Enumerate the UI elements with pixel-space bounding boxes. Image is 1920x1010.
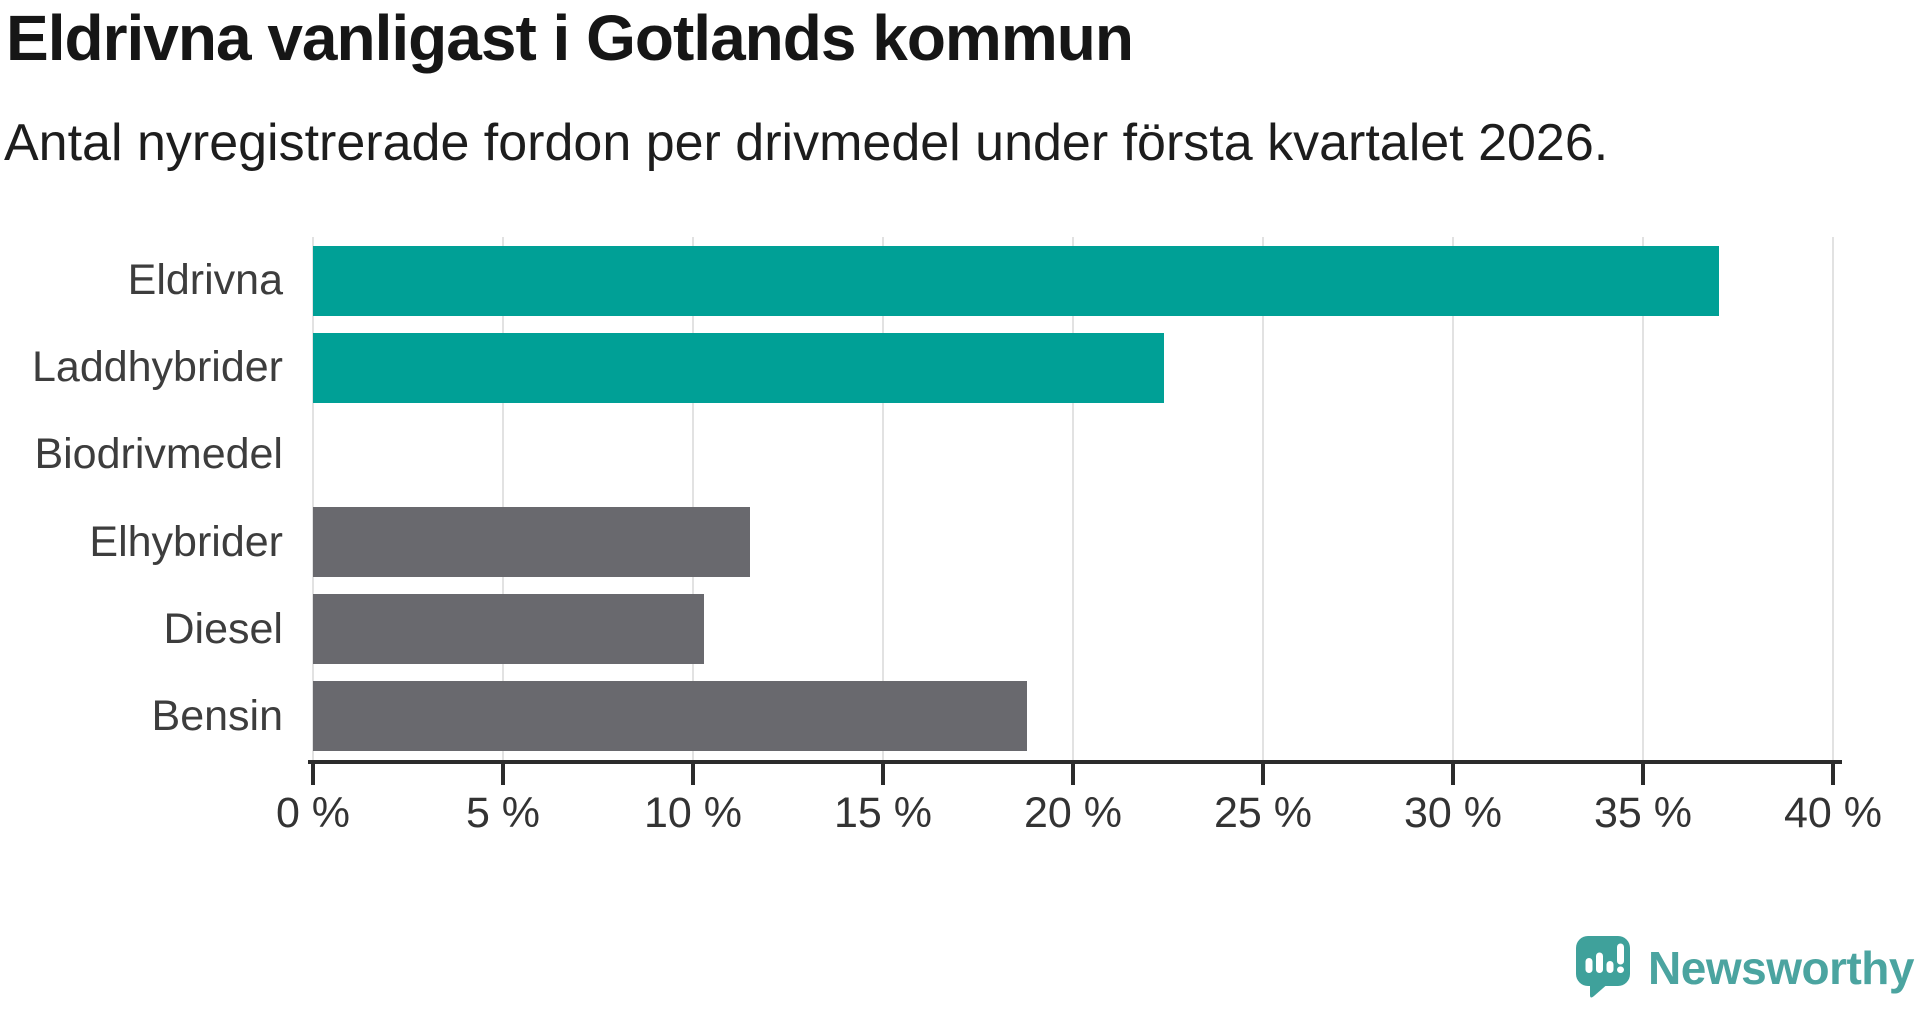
gridline (1072, 237, 1074, 760)
bar-row (313, 499, 1833, 586)
chart-title: Eldrivna vanligast i Gotlands kommun (6, 2, 1134, 74)
x-axis-ticks (311, 764, 1835, 785)
gridline (1642, 237, 1644, 760)
x-axis-tick (501, 764, 505, 785)
gridline (692, 237, 694, 760)
bar-row (313, 673, 1833, 760)
x-axis-tick-label: 30 % (1403, 789, 1503, 837)
category-label: Biodrivmedel (34, 430, 283, 479)
newsworthy-logo: Newsworthy (1576, 936, 1914, 1000)
bar-row (313, 411, 1833, 498)
x-axis-tick (881, 764, 885, 785)
category-label: Elhybrider (89, 517, 283, 566)
x-axis-tick (1641, 764, 1645, 785)
x-axis-tick (1071, 764, 1075, 785)
bar-bensin (313, 681, 1028, 752)
x-axis-line (308, 760, 1842, 764)
bar-rows (313, 237, 1833, 760)
category-label: Diesel (163, 604, 284, 653)
x-axis-tick (691, 764, 695, 785)
gridline (1452, 237, 1454, 760)
bar-eldrivna (313, 245, 1719, 316)
x-axis-tick-label: 20 % (1023, 789, 1123, 837)
x-axis-tick (1451, 764, 1455, 785)
bar-diesel (313, 594, 705, 665)
category-label: Bensin (151, 691, 283, 740)
x-axis-tick (1261, 764, 1265, 785)
x-axis-tick-label: 0 % (275, 789, 351, 837)
x-axis-tick-label: 10 % (643, 789, 743, 837)
x-axis-tick-label: 25 % (1213, 789, 1313, 837)
gridline (312, 237, 314, 760)
x-axis-tick-label: 15 % (833, 789, 933, 837)
gridline (502, 237, 504, 760)
newsworthy-logo-text: Newsworthy (1648, 942, 1914, 994)
y-axis-category-labels: Eldrivna Laddhybrider Biodrivmedel Elhybrid… (0, 237, 283, 760)
category-label: Laddhybrider (31, 343, 283, 392)
x-axis-tick (311, 764, 315, 785)
bar-row (313, 324, 1833, 411)
x-axis-tick-label: 40 % (1783, 789, 1883, 837)
bar-elhybrider (313, 507, 750, 578)
category-label: Eldrivna (127, 256, 283, 305)
plot-area (312, 237, 1834, 760)
bar-row (313, 237, 1833, 324)
x-axis-tick-label: 35 % (1593, 789, 1693, 837)
gridline (1262, 237, 1264, 760)
bar-row (313, 586, 1833, 673)
x-axis-tick (1831, 764, 1835, 785)
x-axis-tick-labels: 0 % 5 % 10 % 15 % 20 % 25 % 30 % 35 % 40 % (276, 789, 1882, 841)
x-axis-tick-label: 5 % (465, 789, 541, 837)
chart-subtitle: Antal nyregistrerade fordon per drivmede… (4, 114, 1609, 172)
gridline (882, 237, 884, 760)
bar-laddhybrider (313, 332, 1165, 403)
newsworthy-logo-icon (1576, 936, 1631, 998)
gridline (1832, 237, 1834, 760)
